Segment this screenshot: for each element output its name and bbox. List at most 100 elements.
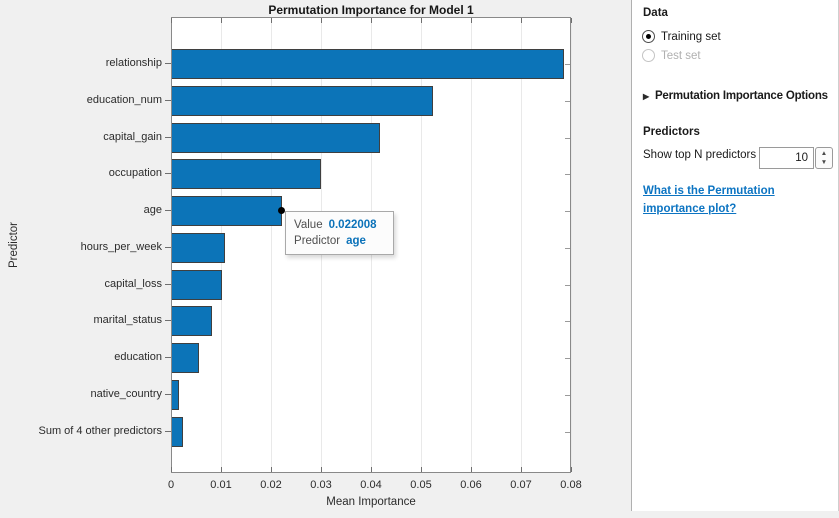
chart-figure: Permutation Importance for Model 1 Predi… (8, 3, 582, 508)
x-tick (521, 467, 522, 472)
show-top-n-label: Show top N predictors (643, 149, 757, 161)
bar-education_num[interactable] (172, 85, 433, 116)
x-tick-label: 0.03 (310, 479, 332, 491)
gridline (471, 18, 472, 472)
y-tick (165, 283, 171, 285)
x-tick-label: 0.08 (560, 479, 582, 491)
y-tick (165, 357, 171, 358)
y-tick-label: native_country (90, 387, 162, 400)
bar-capital_loss[interactable] (172, 269, 222, 300)
permutation-importance-options-label: Permutation Importance Options (654, 90, 828, 102)
x-tick-label: 0.04 (360, 479, 382, 491)
y-tick (565, 394, 570, 396)
x-tick (421, 18, 422, 23)
y-tick (565, 211, 570, 212)
bar-Sum of 4 other predictors[interactable] (172, 416, 183, 447)
y-tick (165, 393, 171, 395)
bar-hours_per_week[interactable] (172, 232, 225, 263)
x-tick (271, 18, 272, 23)
datatip-label: Predictor (294, 235, 341, 247)
x-tick (221, 18, 222, 23)
x-tick-label: 0.07 (510, 479, 532, 491)
spinner-down-icon[interactable]: ▼ (820, 159, 828, 166)
gridline (571, 18, 572, 472)
bar-relationship[interactable] (172, 49, 564, 79)
y-tick (565, 321, 570, 323)
x-tick-label: 0 (167, 479, 175, 491)
y-tick (565, 64, 570, 65)
spinner-up-icon[interactable]: ▲ (820, 149, 828, 157)
y-tick-label: capital_loss (104, 277, 162, 290)
x-tick (271, 467, 272, 472)
y-tick-label: marital_status (93, 314, 162, 327)
datatip-tooltip: Value 0.022008 Predictor age (285, 211, 395, 255)
datatip-label: Value (294, 219, 323, 231)
radio-test-set: Test set (642, 49, 701, 62)
x-tick (521, 18, 522, 23)
top-n-predictors-input[interactable] (759, 147, 814, 169)
x-tick-label: 0.02 (260, 479, 282, 491)
gridline (421, 18, 422, 472)
radio-training-set[interactable]: Training set (642, 30, 721, 43)
y-tick (165, 99, 171, 101)
bar-capital_gain[interactable] (172, 122, 380, 153)
data-section-header: Data (643, 7, 668, 19)
y-tick (565, 284, 570, 286)
datatip-value: age (346, 235, 366, 247)
x-tick (171, 467, 172, 472)
radio-disabled-icon (642, 49, 655, 62)
y-tick-label: age (143, 204, 162, 216)
y-tick-label: education_num (86, 93, 162, 106)
x-tick (471, 18, 472, 23)
permutation-importance-options-toggle[interactable]: ▶ Permutation Importance Options (643, 90, 828, 102)
gridline (521, 18, 522, 472)
radio-selected-icon[interactable] (642, 30, 655, 43)
x-tick (471, 467, 472, 472)
y-tick (565, 137, 570, 139)
y-tick (565, 431, 570, 433)
datatip-marker-icon[interactable] (277, 206, 285, 214)
chart-title: Permutation Importance for Model 1 (268, 3, 474, 17)
bar-education[interactable] (172, 343, 199, 373)
x-tick-label: 0.05 (410, 479, 432, 491)
help-link[interactable]: What is the Permutation importance plot? (643, 185, 775, 216)
x-tick (221, 467, 222, 472)
y-tick (165, 246, 171, 248)
options-panel: Data Training set Test set ▶ Permutation… (631, 0, 839, 511)
gridline (271, 18, 272, 472)
datatip-row-predictor: Predictor age (294, 233, 385, 249)
y-tick (165, 63, 171, 64)
x-axis-label: Mean Importance (326, 496, 416, 508)
y-tick-label: hours_per_week (80, 240, 162, 253)
datatip-row-value: Value 0.022008 (294, 217, 385, 233)
y-tick (565, 100, 570, 102)
predictors-section-header: Predictors (643, 126, 700, 138)
y-tick (165, 320, 171, 322)
x-tick (321, 467, 322, 472)
x-tick (321, 18, 322, 23)
y-tick (165, 173, 171, 175)
bar-occupation[interactable] (172, 159, 321, 190)
x-tick-label: 0.06 (460, 479, 482, 491)
x-tick (421, 467, 422, 472)
y-tick (565, 174, 570, 176)
y-tick (565, 247, 570, 249)
x-tick (371, 467, 372, 472)
y-tick (165, 210, 171, 211)
radio-training-set-label: Training set (661, 30, 721, 43)
y-tick (565, 358, 570, 359)
y-tick-label: relationship (105, 57, 162, 69)
y-tick (165, 136, 171, 138)
datatip-value: 0.022008 (328, 219, 377, 231)
x-tick-label: 0.01 (210, 479, 232, 491)
plot-area[interactable] (171, 17, 572, 473)
y-tick-label: Sum of 4 other predictors (38, 424, 162, 437)
bar-age[interactable] (172, 196, 282, 226)
bar-native_country[interactable] (172, 379, 179, 410)
top-n-spinner[interactable]: ▲ ▼ (815, 147, 833, 169)
bar-marital_status[interactable] (172, 306, 212, 337)
y-tick (165, 430, 171, 432)
y-tick-label: occupation (108, 167, 162, 180)
collapse-arrow-icon: ▶ (643, 91, 649, 101)
x-tick (371, 18, 372, 23)
